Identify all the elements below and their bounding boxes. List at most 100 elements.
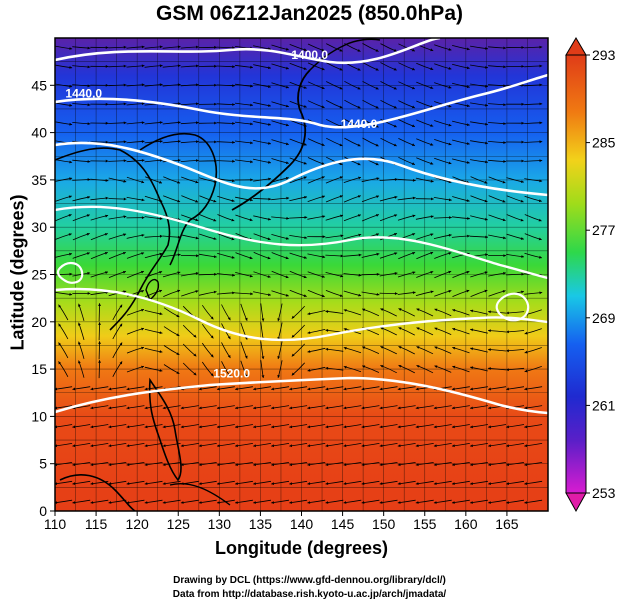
streamline-arrow	[250, 160, 253, 164]
streamline-arrow	[466, 199, 470, 202]
streamline-arrow	[268, 85, 271, 88]
streamline-arrow	[503, 254, 507, 257]
streamline-arrow	[485, 103, 488, 107]
streamline-arrow	[361, 463, 365, 467]
streamline-arrow	[105, 214, 109, 218]
streamline-arrow	[412, 291, 416, 295]
streamline-arrow	[68, 195, 72, 199]
streamline-arrow	[411, 143, 415, 146]
streamline-arrow	[289, 387, 293, 391]
streamline-arrow	[195, 218, 199, 222]
streamline-arrow	[362, 365, 366, 368]
streamline-arrow	[412, 178, 416, 182]
streamline-arrow	[119, 342, 123, 346]
streamline-arrow	[267, 275, 271, 278]
streamline-arrow	[253, 463, 256, 467]
streamline-arrow	[159, 312, 163, 316]
streamline-arrow	[141, 83, 145, 87]
x-tick-label: 140	[290, 516, 314, 532]
streamline-arrow	[325, 501, 329, 504]
streamline-arrow	[98, 322, 101, 325]
streamline-arrow	[78, 322, 81, 326]
streamline-arrow	[416, 308, 420, 312]
streamline-arrow	[268, 197, 272, 201]
contour-label: 1520.0	[213, 367, 250, 381]
streamline-arrow	[285, 293, 289, 297]
streamline-arrow	[87, 122, 91, 126]
streamline-arrow	[430, 290, 434, 294]
streamline-arrow	[411, 124, 415, 127]
streamline-arrow	[433, 425, 437, 429]
streamline-arrow	[303, 48, 307, 51]
streamline-arrow	[434, 327, 438, 331]
streamline-arrow	[195, 290, 199, 293]
streamline-arrow	[268, 217, 271, 221]
streamline-arrow	[343, 309, 347, 312]
streamline-arrow	[343, 425, 347, 429]
streamline-arrow	[235, 482, 238, 485]
streamline-arrow	[126, 387, 130, 391]
streamline-arrow	[140, 270, 144, 274]
streamline-arrow	[214, 102, 217, 106]
streamline	[98, 322, 100, 341]
streamline-arrow	[303, 142, 307, 146]
streamline-arrow	[321, 162, 325, 165]
streamline-arrow	[452, 406, 455, 410]
streamline-arrow	[176, 352, 180, 355]
streamline-arrow	[144, 463, 148, 467]
streamline-arrow	[177, 289, 181, 293]
streamline-arrow	[485, 235, 488, 239]
streamline-arrow	[411, 48, 415, 52]
streamline-arrow	[268, 141, 271, 145]
x-axis-ticks: 110 115 120 125 130 135 140 145 150 155 160 165	[44, 511, 519, 532]
streamline-arrow	[357, 67, 361, 71]
streamline-arrow	[126, 425, 130, 429]
streamline-arrow	[90, 482, 94, 485]
y-axis-ticks: 0 5 10 15 20 25 30 35 40 45	[31, 77, 55, 519]
streamline-arrow	[159, 45, 163, 49]
streamline-arrow	[448, 48, 452, 51]
streamline-arrow	[503, 84, 506, 88]
streamline-arrow	[416, 365, 420, 368]
streamline-arrow	[397, 425, 401, 429]
contour-label: 1440.0	[65, 87, 102, 101]
streamline-arrow	[539, 291, 543, 295]
streamline-arrow	[521, 272, 525, 276]
streamline-arrow	[448, 233, 452, 237]
streamline-arrow	[466, 85, 470, 89]
x-tick-label: 120	[125, 516, 149, 532]
streamline-arrow	[177, 64, 181, 68]
streamline-arrow	[307, 331, 311, 334]
streamline-arrow	[78, 360, 81, 364]
streamline-arrow	[430, 233, 434, 237]
y-tick-label: 10	[31, 408, 47, 424]
streamline-arrow	[198, 444, 202, 448]
streamline-arrow	[69, 160, 73, 164]
streamline-arrow	[177, 159, 181, 162]
streamline-arrow	[232, 122, 235, 125]
streamline-arrow	[162, 482, 166, 485]
streamline-arrow	[358, 176, 361, 180]
streamline-arrow	[303, 161, 307, 165]
streamline-arrow	[434, 365, 438, 369]
streamline-arrow	[397, 482, 401, 485]
streamline-arrow	[394, 292, 398, 295]
streamline-arrow	[68, 214, 72, 217]
y-tick-label: 0	[39, 503, 47, 519]
streamline-arrow	[90, 425, 94, 429]
streamline-arrow	[141, 365, 144, 369]
streamline-arrow	[430, 215, 434, 219]
streamline-arrow	[398, 308, 402, 311]
streamline-arrow	[485, 160, 488, 164]
streamline-arrow	[217, 444, 220, 448]
streamline-arrow	[235, 425, 238, 429]
streamline-arrow	[123, 45, 127, 49]
streamline-arrow	[159, 83, 163, 87]
streamline-arrow	[285, 236, 289, 240]
streamline-arrow	[126, 501, 130, 504]
streamline-arrow	[144, 425, 148, 429]
streamline-arrow	[123, 159, 127, 163]
streamline-arrow	[78, 341, 81, 345]
streamline-arrow	[340, 234, 344, 238]
streamline-arrow	[286, 196, 290, 200]
